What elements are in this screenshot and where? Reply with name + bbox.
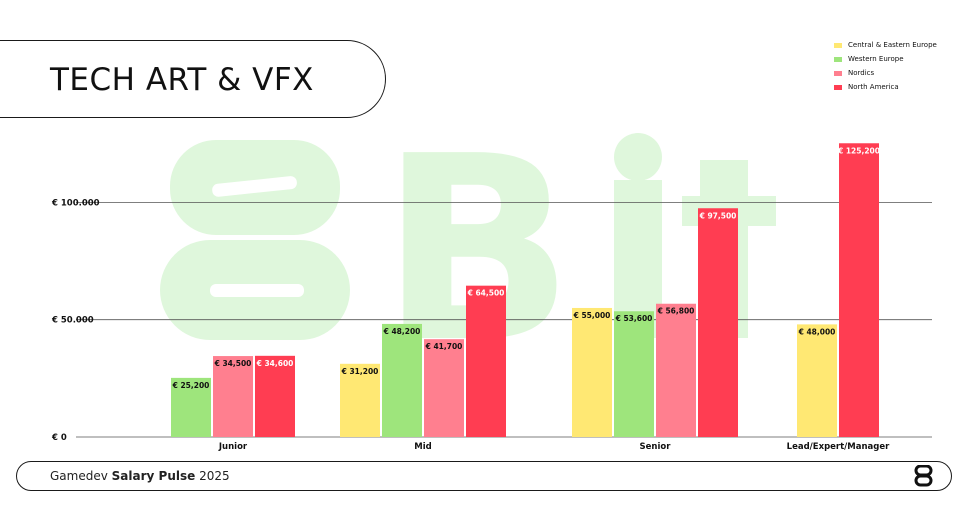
legend-swatch-nordics: [834, 70, 842, 76]
legend-item-western: Western Europe: [834, 52, 937, 66]
x-tick-label: Lead/Expert/Manager: [787, 442, 890, 452]
x-tick-label: Mid: [414, 442, 431, 452]
data-label: € 34,600: [256, 359, 294, 368]
legend-label-nordics: Nordics: [848, 69, 875, 77]
legend-item-north-america: North America: [834, 80, 937, 94]
bar: [213, 356, 253, 437]
bar: [698, 208, 738, 437]
bars: [171, 143, 879, 437]
footer-bold: Salary Pulse: [111, 469, 196, 483]
data-label: € 55,000: [573, 311, 611, 320]
watermark-shape: [212, 176, 297, 197]
x-tick-label: Junior: [218, 442, 248, 452]
data-label: € 56,800: [657, 307, 695, 316]
data-label: € 25,200: [172, 381, 210, 390]
footer-prefix: Gamedev: [50, 469, 108, 483]
legend-swatch-western: [834, 56, 842, 62]
bar: [255, 355, 295, 437]
footer-year: 2025: [199, 469, 230, 483]
data-label: € 64,500: [467, 289, 505, 298]
legend-label-north-america: North America: [848, 83, 899, 91]
data-label: € 53,600: [615, 314, 653, 323]
axis-labels: € 0 € 50.000 € 100.000 Junior Mid Senior Lead/…: [51, 198, 890, 452]
legend-item-cee: Central & Eastern Europe: [834, 38, 937, 52]
data-label: € 125,200: [837, 146, 880, 155]
legend-swatch-cee: [834, 42, 842, 48]
data-label: € 48,000: [798, 327, 836, 336]
legend-swatch-north-america: [834, 84, 842, 90]
bar: [340, 363, 380, 437]
data-label: € 48,200: [383, 327, 421, 336]
bar: [171, 377, 211, 437]
y-tick-label: € 100.000: [51, 198, 100, 208]
bar: [797, 324, 837, 437]
data-label: € 97,500: [699, 211, 737, 220]
data-label: € 34,500: [214, 359, 252, 368]
brand-logo-icon: [914, 465, 933, 487]
watermark-shape: [614, 133, 662, 181]
bar: [382, 323, 422, 437]
bar: [614, 311, 654, 437]
data-label: € 31,200: [341, 367, 379, 376]
title-pill: [0, 40, 386, 118]
y-tick-label: € 0: [51, 433, 67, 443]
page-title: TECH ART & VFX: [50, 62, 314, 98]
watermark-shape: [210, 284, 304, 297]
x-tick-label: Senior: [640, 442, 672, 452]
legend-label-cee: Central & Eastern Europe: [848, 41, 937, 49]
bar: [466, 285, 506, 437]
footer-text: Gamedev Salary Pulse 2025: [50, 469, 230, 483]
bar: [572, 307, 612, 437]
bar: [656, 303, 696, 437]
legend-label-western: Western Europe: [848, 55, 904, 63]
value-labels: € 25,200 € 34,500 € 34,600 € 31,200 € 48,200…: [172, 146, 880, 390]
legend: Central & Eastern Europe Western Europe …: [834, 38, 937, 94]
legend-item-nordics: Nordics: [834, 66, 937, 80]
footer-pill: [16, 461, 952, 491]
data-label: € 41,700: [425, 342, 463, 351]
bar: [424, 339, 464, 437]
y-tick-label: € 50.000: [51, 316, 94, 326]
bar: [839, 143, 879, 437]
